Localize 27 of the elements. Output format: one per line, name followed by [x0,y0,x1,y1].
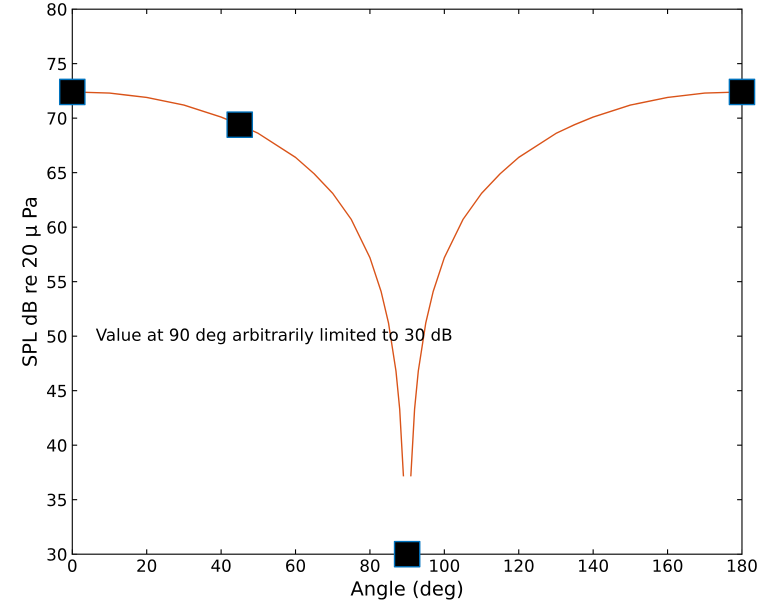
y-tick-label: 55 [48,276,66,288]
x-tick-label: 80 [360,559,380,572]
x-tick-label: 180 [728,559,757,572]
x-tick-label: 140 [579,559,608,572]
x-tick-label: 100 [430,559,460,572]
point [58,78,86,106]
y-tick-label: 50 [48,330,66,343]
y-tick-label: 45 [47,384,66,398]
point [728,78,756,106]
y-tick-label: 35 [47,494,66,506]
y-tick-label: 75 [48,58,66,70]
x-axis-title: Angle (deg) [350,580,462,600]
y-tick-label: 30 [47,548,66,561]
point [226,111,254,138]
x-tick-label: 20 [137,559,156,572]
y-tick-label: 65 [47,166,66,180]
x-tick-label: 40 [211,559,231,572]
y-axis-title: SPL dB re 20 μ Pa [22,198,41,366]
y-tick-label: 40 [47,439,66,452]
x-tick-label: 60 [286,559,306,572]
point [394,540,420,568]
x-tick-label: 0 [68,559,76,572]
y-tick-label: 60 [47,221,66,234]
y-tick-label: 70 [48,112,66,125]
y-tick-label: 80 [47,3,66,16]
x-tick-label: 160 [653,559,682,572]
x-tick-label: 120 [504,559,534,572]
